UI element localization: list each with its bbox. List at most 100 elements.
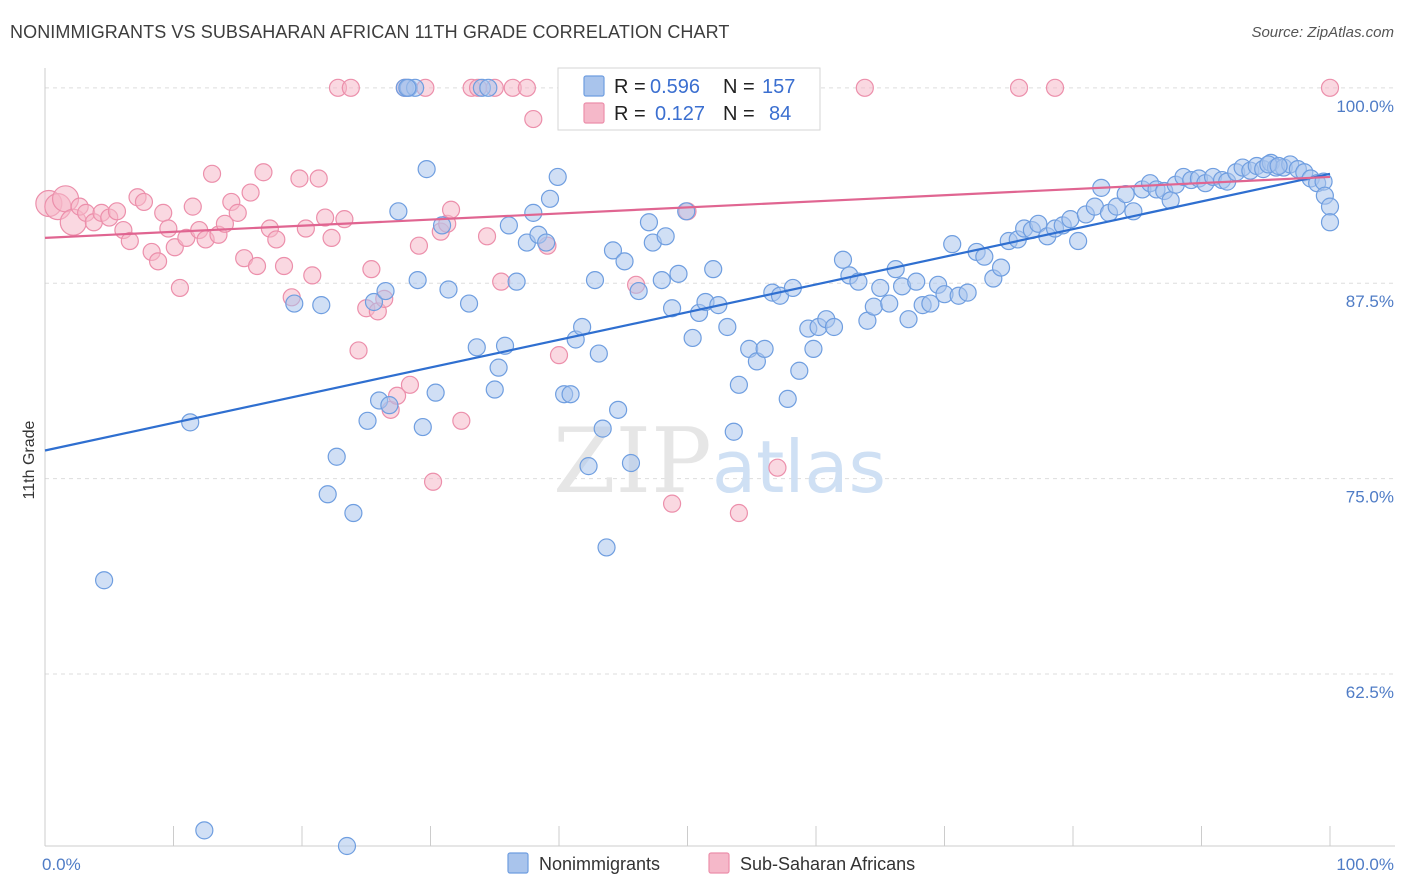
point-nonimmigrants-30 [489, 358, 508, 377]
series-nonimmigrants [95, 78, 1340, 856]
point-nonimmigrants-71 [755, 339, 774, 358]
point-sub-saharan-africans-55 [409, 236, 429, 255]
point-nonimmigrants-10 [364, 292, 384, 312]
point-nonimmigrants-0 [95, 571, 114, 590]
y-tick-label-1: 87.5% [1346, 292, 1394, 311]
point-sub-saharan-africans-54 [400, 375, 420, 394]
point-sub-saharan-africans-48 [362, 260, 381, 279]
point-nonimmigrants-3 [285, 294, 304, 313]
point-nonimmigrants-25 [459, 294, 479, 313]
legend-swatch-pink [583, 102, 605, 124]
point-sub-saharan-africans-30 [241, 183, 260, 202]
point-nonimmigrants-22 [426, 383, 445, 402]
y-tick-label-3: 62.5% [1346, 683, 1394, 702]
point-nonimmigrants-119 [1116, 185, 1135, 204]
point-nonimmigrants-20 [413, 417, 432, 437]
point-nonimmigrants-51 [615, 252, 634, 271]
legend-n-value-2: 84 [769, 103, 791, 125]
point-nonimmigrants-37 [537, 233, 556, 252]
point-sub-saharan-africans-21 [183, 197, 202, 216]
point-nonimmigrants-150 [1320, 213, 1340, 232]
point-sub-saharan-africans-61 [452, 411, 471, 430]
y-tick-label-0: 100.0% [1336, 97, 1394, 116]
trend-lines [44, 172, 1331, 452]
point-nonimmigrants-12 [376, 281, 395, 301]
point-sub-saharan-africans-38 [296, 219, 315, 238]
point-nonimmigrants-48 [597, 538, 616, 557]
point-sub-saharan-africans-81 [768, 458, 787, 477]
point-nonimmigrants-58 [662, 299, 682, 318]
point-sub-saharan-africans-42 [322, 228, 341, 247]
trend-line-sub-saharan-africans [44, 175, 1331, 239]
point-sub-saharan-africans-46 [349, 341, 368, 360]
point-sub-saharan-africans-60 [441, 200, 461, 219]
point-nonimmigrants-108 [1029, 214, 1048, 233]
legend-n-label-2: N = [723, 103, 755, 125]
point-sub-saharan-africans-79 [729, 503, 749, 523]
point-nonimmigrants-19 [408, 270, 427, 290]
point-sub-saharan-africans-57 [423, 472, 443, 491]
point-nonimmigrants-82 [833, 250, 853, 269]
point-nonimmigrants-49 [603, 241, 623, 260]
legend-r-label-1: R = [614, 76, 646, 98]
point-nonimmigrants-47 [593, 419, 612, 438]
point-nonimmigrants-14 [389, 202, 408, 221]
point-nonimmigrants-53 [629, 281, 648, 301]
legend: R = 0.596 N = 157 R = 0.127 N = 84 [557, 67, 821, 131]
y-tick-label-2: 75.0% [1346, 488, 1394, 507]
trend-line-nonimmigrants [44, 172, 1331, 452]
point-nonimmigrants-1 [181, 413, 200, 432]
point-sub-saharan-africans-34 [267, 230, 286, 249]
point-nonimmigrants-67 [724, 422, 743, 441]
point-sub-saharan-africans-35 [274, 256, 294, 276]
point-nonimmigrants-103 [991, 258, 1011, 277]
bottom-legend-swatch-nonimmigrants [507, 852, 529, 874]
point-nonimmigrants-81 [824, 317, 844, 337]
point-nonimmigrants-46 [589, 344, 608, 363]
point-sub-saharan-africans-45 [341, 78, 360, 97]
point-nonimmigrants-21 [417, 160, 436, 179]
tick-labels: 100.0% 87.5% 75.0% 62.5% 0.0% 100.0% [42, 97, 1394, 874]
point-sub-saharan-africans-37 [290, 169, 309, 188]
chart-title: NONIMMIGRANTS VS SUBSAHARAN AFRICAN 11TH… [10, 22, 730, 42]
point-nonimmigrants-54 [639, 213, 659, 232]
point-sub-saharan-africans-16 [154, 203, 173, 222]
point-nonimmigrants-59 [669, 264, 688, 283]
point-sub-saharan-africans-19 [170, 278, 190, 298]
point-nonimmigrants-88 [880, 294, 899, 313]
legend-r-value-2: 0.127 [655, 103, 705, 125]
watermark: ZIP atlas [553, 409, 886, 514]
point-sub-saharan-africans-11 [120, 231, 139, 251]
point-nonimmigrants-152 [1269, 156, 1288, 176]
point-sub-saharan-africans-83 [1009, 78, 1029, 97]
point-nonimmigrants-97 [943, 235, 962, 254]
point-nonimmigrants-87 [871, 278, 890, 298]
point-nonimmigrants-86 [864, 297, 883, 316]
point-sub-saharan-africans-15 [148, 252, 168, 271]
point-sub-saharan-africans-66 [492, 272, 511, 291]
point-nonimmigrants-91 [899, 310, 918, 329]
point-sub-saharan-africans-82 [855, 78, 874, 97]
legend-n-label-1: N = [723, 76, 755, 98]
point-nonimmigrants-6 [327, 447, 346, 466]
point-nonimmigrants-26 [467, 338, 486, 357]
x-tick-label-1: 100.0% [1336, 855, 1394, 874]
point-sub-saharan-africans-64 [477, 227, 497, 246]
point-nonimmigrants-41 [561, 385, 580, 404]
point-nonimmigrants-45 [585, 270, 605, 290]
point-nonimmigrants-2 [195, 821, 214, 840]
point-nonimmigrants-61 [683, 328, 702, 348]
point-nonimmigrants-101 [975, 247, 994, 266]
point-nonimmigrants-74 [778, 389, 797, 409]
point-nonimmigrants-39 [548, 167, 567, 187]
x-tick-label-0: 0.0% [42, 855, 81, 874]
point-sub-saharan-africans-24 [202, 164, 222, 183]
point-nonimmigrants-92 [907, 272, 926, 291]
bottom-legend-swatch-sub-saharan-africans [708, 852, 730, 874]
bottom-legend: Nonimmigrants Sub-Saharan Africans [507, 852, 915, 874]
point-sub-saharan-africans-13 [134, 192, 154, 212]
point-sub-saharan-africans-41 [316, 208, 335, 227]
point-nonimmigrants-13 [380, 396, 399, 415]
point-sub-saharan-africans-69 [524, 109, 543, 129]
